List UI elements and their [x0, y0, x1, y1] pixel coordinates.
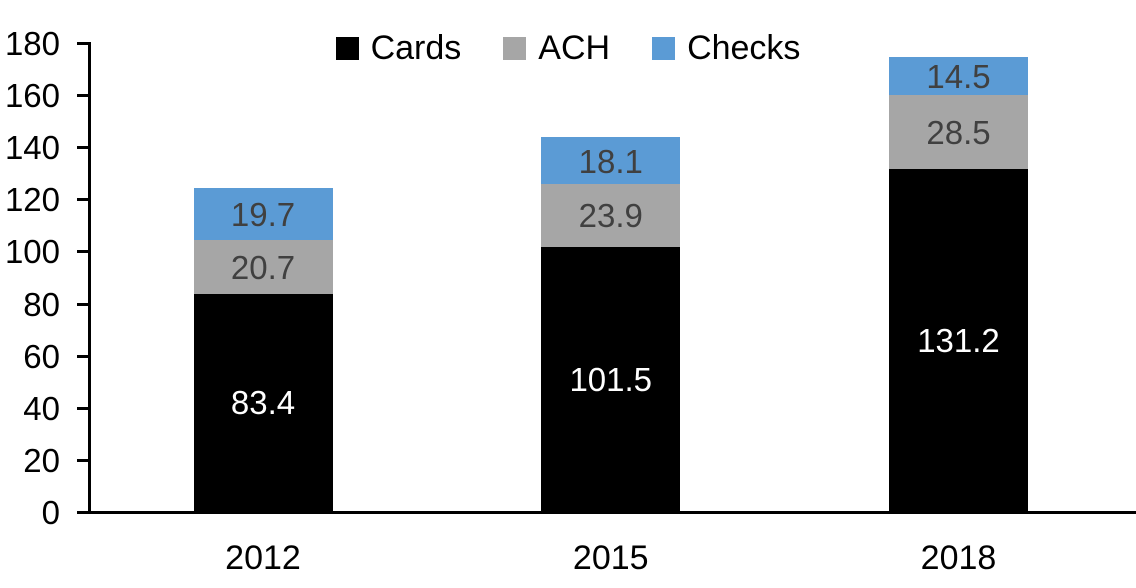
- legend-label: Checks: [687, 29, 801, 67]
- y-tick-label: 140: [4, 129, 60, 167]
- y-tick-mark: [77, 302, 89, 306]
- bar-segment-cards-2018: [889, 169, 1028, 511]
- bar-segment-checks-2015: [541, 137, 681, 185]
- y-tick-label: 80: [23, 285, 60, 323]
- data-label-ach-2012: 20.7: [230, 248, 296, 286]
- x-axis-line: [88, 511, 1136, 514]
- legend-label: Cards: [370, 29, 462, 67]
- y-tick-label: 160: [4, 77, 60, 115]
- y-tick-label: 0: [41, 494, 60, 531]
- data-label-checks-2018: 14.5: [926, 58, 991, 95]
- y-tick-label: 120: [4, 181, 60, 219]
- y-tick-mark: [77, 198, 89, 202]
- data-label-ach-2018: 28.5: [926, 114, 991, 152]
- legend-item-ach: ACH: [503, 31, 610, 65]
- y-tick-mark: [77, 406, 89, 410]
- data-label-cards-2015: 101.5: [569, 360, 653, 398]
- y-axis-line: [88, 42, 91, 514]
- y-tick-label: 20: [23, 441, 60, 479]
- y-tick-label: 40: [23, 389, 60, 427]
- y-tick-mark: [77, 458, 89, 462]
- bar-segment-ach-2018: [889, 94, 1028, 170]
- legend-item-cards: Cards: [335, 29, 462, 67]
- y-tick-mark: [77, 354, 89, 358]
- data-label-cards-2018: 131.2: [917, 322, 1000, 360]
- bar-segment-cards-2012: [193, 293, 333, 511]
- legend-swatch-icon: [503, 36, 527, 60]
- legend-label: ACH: [538, 29, 611, 67]
- bar-segment-ach-2015: [541, 184, 681, 247]
- x-tick-label-2018: 2018: [920, 539, 997, 577]
- bar-segment-ach-2012: [193, 239, 333, 294]
- data-label-ach-2015: 23.9: [578, 197, 643, 235]
- legend-swatch-icon: [335, 36, 359, 60]
- data-label-cards-2012: 83.4: [230, 384, 296, 422]
- y-tick-mark: [77, 42, 89, 45]
- data-label-checks-2012: 19.7: [230, 196, 296, 234]
- bar-segment-checks-2018: [889, 57, 1028, 95]
- y-tick-mark: [77, 94, 89, 98]
- chart-legend: Cards ACH Checks: [0, 28, 1136, 68]
- y-tick-label: 180: [4, 25, 60, 62]
- data-label-checks-2015: 18.1: [578, 142, 643, 180]
- legend-item-checks: Checks: [652, 31, 800, 65]
- bar-segment-cards-2015: [541, 246, 681, 511]
- x-tick-label-2012: 2012: [225, 539, 301, 577]
- legend-swatch-icon: [652, 36, 676, 60]
- y-tick-mark: [77, 511, 89, 514]
- y-tick-label: 100: [4, 233, 60, 271]
- y-tick-mark: [77, 250, 89, 254]
- bar-segment-checks-2012: [193, 188, 333, 240]
- y-tick-label: 60: [23, 337, 60, 375]
- x-tick-label-2015: 2015: [572, 539, 649, 577]
- y-tick-mark: [77, 146, 89, 150]
